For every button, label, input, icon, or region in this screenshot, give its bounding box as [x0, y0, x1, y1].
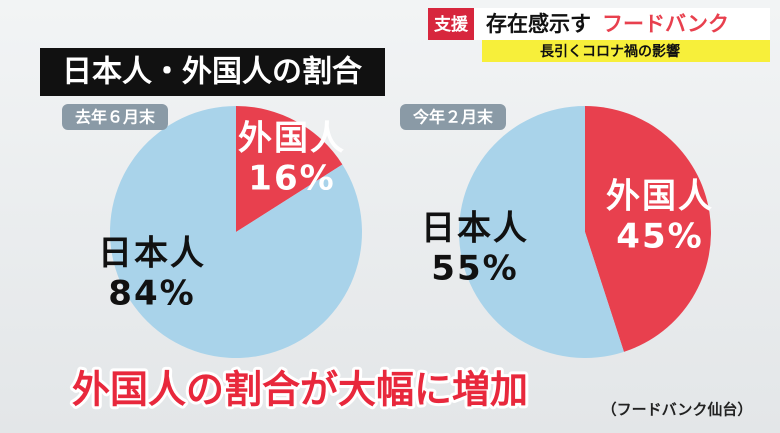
- caption: 外国人の割合が大幅に増加: [72, 368, 528, 412]
- slice-value: 45%: [616, 217, 703, 257]
- headline-accent: フードバンク: [602, 12, 729, 36]
- source: （フードバンク仙台）: [602, 401, 753, 419]
- headline: 存在感示す: [486, 12, 591, 36]
- title: 日本人・外国人の割合: [62, 55, 362, 90]
- tag-box: [428, 8, 474, 40]
- slice-label: 日本人: [421, 209, 529, 249]
- slice-value: 84%: [108, 274, 195, 314]
- pie-slice: [236, 106, 343, 232]
- subtitle-box: [62, 104, 168, 130]
- slice-label: 日本人: [98, 234, 206, 274]
- slice-label: 外国人: [238, 119, 346, 159]
- slice-value: 16%: [248, 159, 335, 199]
- headline-box: [474, 8, 770, 40]
- slice-label: 外国人: [606, 177, 714, 217]
- pie-slice: [585, 106, 712, 352]
- pie-slice: [109, 106, 362, 359]
- subtitle-box: [400, 104, 506, 130]
- subline-box: [482, 40, 770, 62]
- slice-value: 55%: [431, 249, 518, 289]
- subline: 長引くコロナ禍の影響: [540, 43, 680, 60]
- pie-slice: [459, 106, 624, 358]
- tag: 支援: [434, 14, 469, 35]
- pie-subtitle: 今年２月末: [412, 108, 494, 127]
- pie-subtitle: 去年６月末: [75, 108, 156, 127]
- title-box: [40, 48, 385, 96]
